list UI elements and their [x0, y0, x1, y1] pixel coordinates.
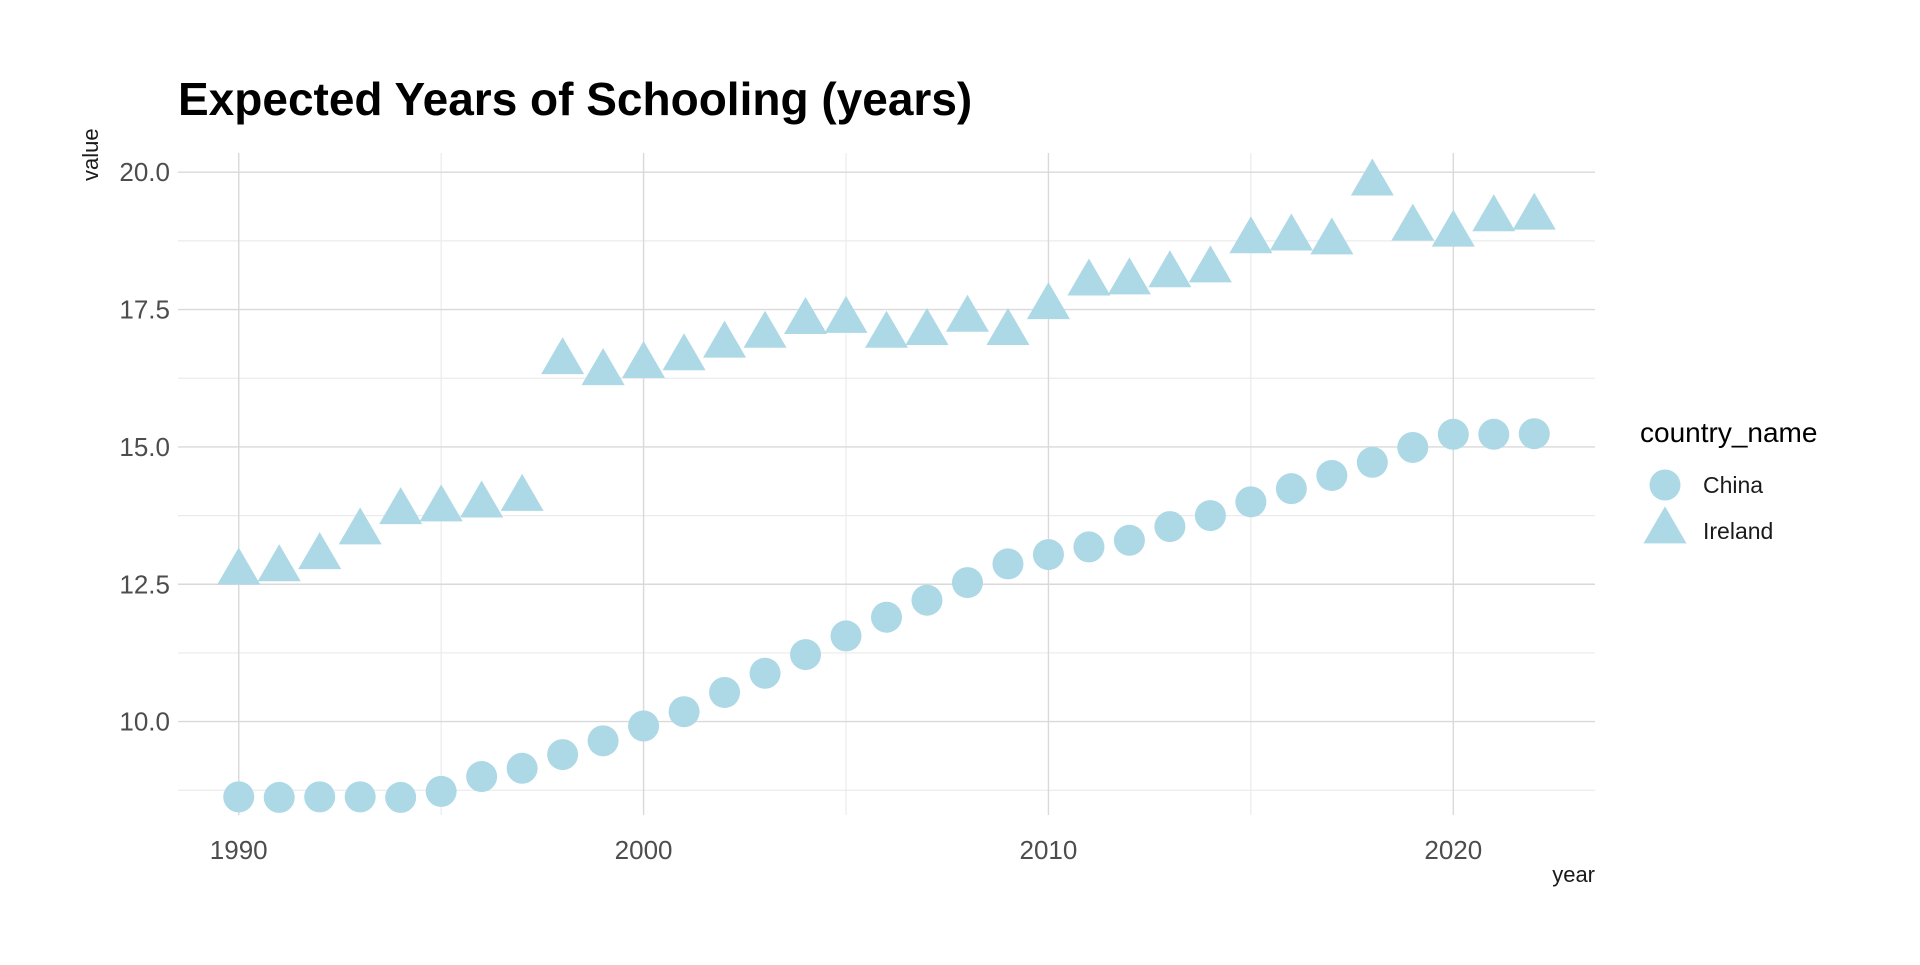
y-tick-label: 17.5 [119, 295, 170, 325]
data-point-china [628, 710, 660, 742]
series-china [223, 418, 1550, 813]
data-point-china [1356, 446, 1388, 478]
data-point-china [709, 676, 741, 708]
data-point-ireland [662, 333, 706, 371]
data-point-china [344, 781, 376, 813]
data-point-ireland [784, 296, 828, 334]
y-tick-label: 10.0 [119, 707, 170, 737]
y-axis-title: value [78, 128, 103, 181]
data-point-china [871, 601, 902, 633]
data-point-ireland [257, 544, 301, 582]
data-point-china [1518, 418, 1550, 450]
data-point-china [911, 584, 943, 616]
data-point-ireland [1269, 213, 1313, 251]
data-point-china [1275, 473, 1307, 505]
data-point-china [547, 739, 579, 771]
x-axis-title: year [1552, 862, 1595, 887]
data-point-china [668, 696, 700, 728]
data-point-ireland [298, 532, 342, 570]
data-point-ireland [1310, 217, 1354, 255]
data-point-ireland [338, 507, 382, 545]
legend-key-china [1649, 469, 1681, 501]
x-tick-label: 2010 [1020, 835, 1078, 865]
data-point-china [506, 752, 538, 784]
data-point-china [304, 781, 336, 813]
data-point-china [466, 761, 498, 793]
data-points [217, 158, 1556, 813]
data-point-ireland [217, 547, 261, 585]
data-point-china [1194, 500, 1226, 532]
data-point-china [1316, 459, 1348, 491]
legend-key-ireland [1643, 506, 1687, 544]
data-point-china [223, 781, 255, 813]
series-ireland [217, 158, 1556, 585]
data-point-ireland [379, 487, 423, 525]
data-point-china [263, 781, 295, 813]
data-point-china [425, 775, 457, 807]
data-point-china [790, 639, 822, 671]
data-point-ireland [1026, 282, 1070, 320]
x-tick-label: 2020 [1424, 835, 1482, 865]
data-point-china [1113, 524, 1145, 556]
data-point-china [1032, 539, 1064, 571]
chart-title: Expected Years of Schooling (years) [178, 73, 972, 125]
data-point-ireland [1067, 258, 1111, 296]
y-tick-label: 15.0 [119, 432, 170, 462]
data-point-china [951, 567, 983, 599]
data-point-china [385, 781, 417, 813]
data-point-ireland [703, 320, 747, 358]
y-tick-label: 20.0 [119, 157, 170, 187]
data-point-ireland [541, 337, 585, 375]
data-point-ireland [1229, 216, 1273, 254]
data-point-ireland [1188, 245, 1232, 283]
data-point-ireland [581, 348, 625, 386]
data-point-china [992, 548, 1024, 580]
data-point-ireland [500, 473, 544, 511]
data-point-china [587, 725, 619, 757]
data-point-china [1397, 431, 1429, 463]
axis-ticks: 10.0 12.5 15.0 17.5 20.0 1990 2000 2010 2020 [119, 157, 1482, 865]
legend-item-ireland: Ireland [1643, 506, 1773, 544]
grid [178, 153, 1595, 815]
legend: country_name China Ireland [1640, 417, 1817, 544]
data-point-china [1235, 486, 1267, 518]
legend-label: China [1703, 472, 1763, 498]
data-point-ireland [1431, 209, 1475, 247]
data-point-china [749, 657, 781, 689]
x-tick-label: 1990 [210, 835, 268, 865]
data-point-ireland [1107, 257, 1151, 295]
y-tick-label: 12.5 [119, 569, 170, 599]
data-point-ireland [824, 295, 868, 333]
legend-title: country_name [1640, 417, 1817, 448]
data-point-china [1478, 418, 1510, 450]
data-point-ireland [1148, 250, 1192, 288]
data-point-china [1154, 511, 1186, 543]
x-tick-label: 2000 [615, 835, 673, 865]
data-point-ireland [1350, 158, 1394, 196]
data-point-ireland [743, 310, 787, 348]
data-point-china [1437, 418, 1469, 450]
data-point-ireland [419, 484, 463, 522]
data-point-ireland [986, 307, 1030, 345]
data-point-ireland [1512, 192, 1556, 230]
data-point-china [830, 620, 862, 652]
data-point-ireland [945, 294, 989, 332]
data-point-ireland [1391, 203, 1435, 241]
legend-label: Ireland [1703, 518, 1773, 544]
data-point-ireland [865, 310, 908, 348]
data-point-ireland [905, 307, 949, 345]
data-point-ireland [460, 480, 504, 518]
data-point-ireland [622, 340, 666, 378]
legend-item-china: China [1649, 469, 1763, 501]
data-point-ireland [1472, 194, 1516, 232]
data-point-china [1073, 531, 1105, 563]
